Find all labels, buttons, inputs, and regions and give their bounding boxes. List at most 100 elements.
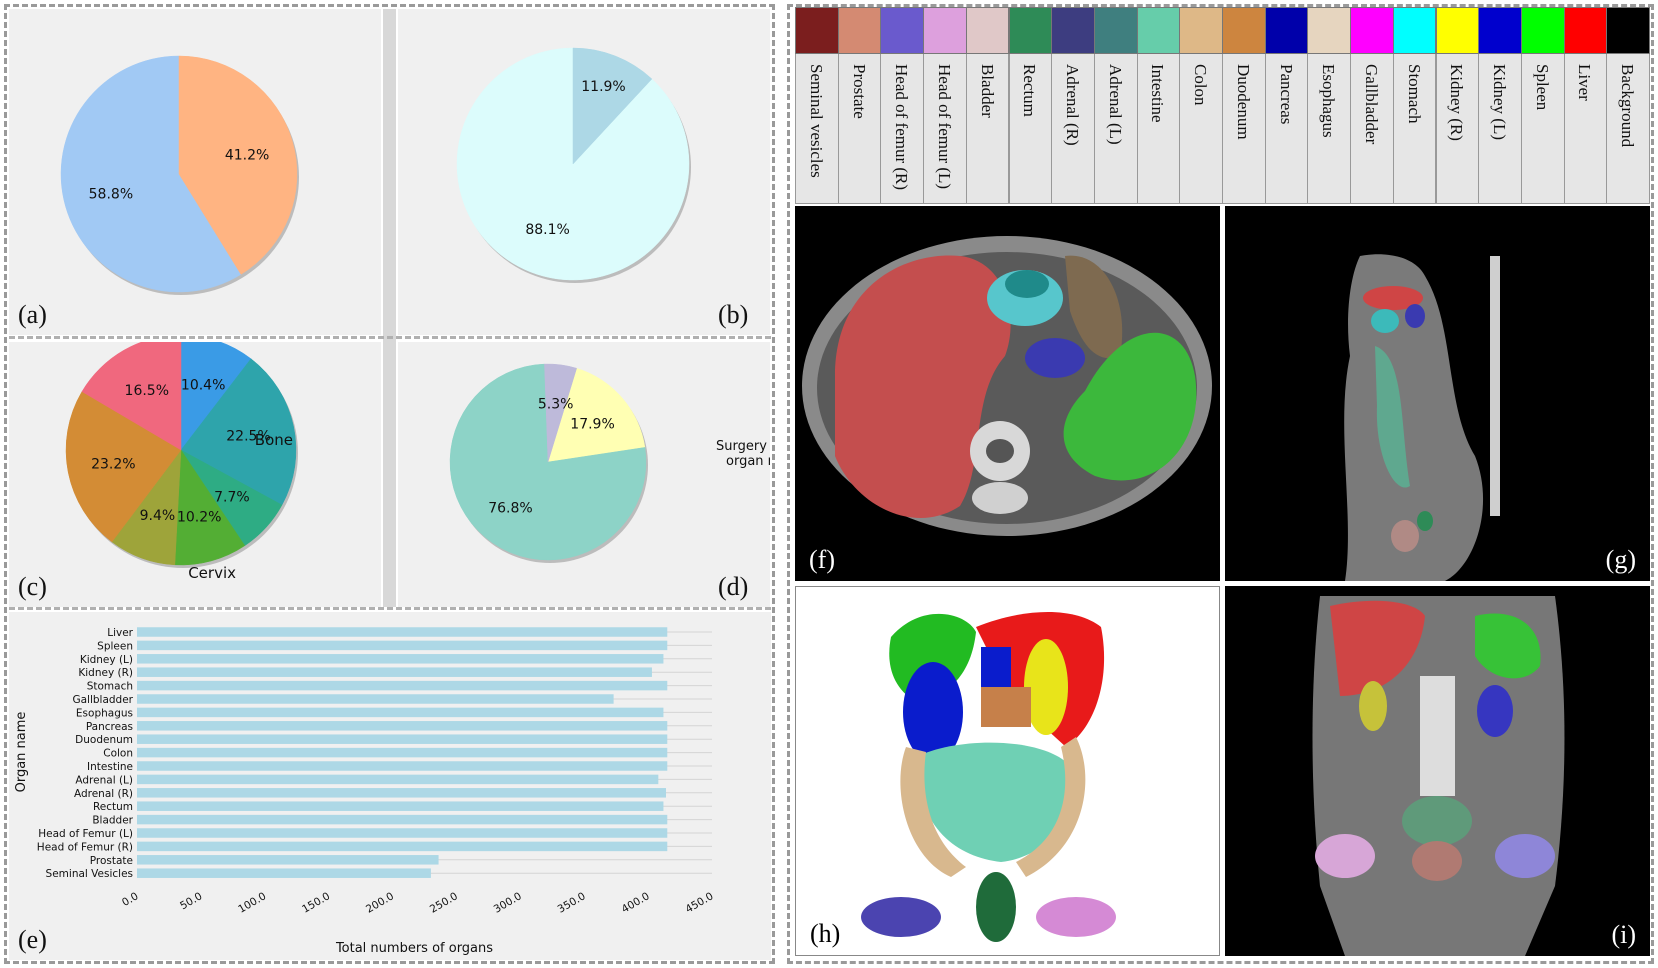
legend-cell-rectum: Rectum: [1008, 54, 1053, 204]
legend-swatch-seminal-vesicles: [795, 7, 839, 54]
bar-head-of-femur-l: [137, 828, 668, 838]
legend-cell-colon: Colon: [1179, 54, 1223, 204]
3d-organ-render: (h): [795, 586, 1220, 956]
y-axis-label: Organ name: [14, 712, 29, 793]
ytick-liver: Liver: [107, 627, 133, 639]
pie-slice-male: [60, 55, 242, 293]
legend-label-colon: Colon: [1191, 64, 1211, 106]
legend-cell-spleen: Spleen: [1520, 54, 1565, 204]
panel-label-i: (i): [1611, 920, 1636, 949]
ytick-esophagus: Esophagus: [76, 707, 133, 719]
ytick-adrenal-l: Adrenal (L): [75, 774, 133, 786]
legend-swatch-background: [1606, 7, 1650, 54]
ytick-gallbladder: Gallbladder: [72, 694, 133, 706]
pie-pct-others: 10.4%: [181, 378, 225, 394]
legend-swatch-bladder: [965, 7, 1010, 54]
pie-slice-surgery-without-organ-missing: [544, 363, 577, 463]
bar-duodenum: [137, 734, 668, 744]
pie-pct-surgery-with-organ-missing: 17.9%: [570, 417, 614, 433]
pie-label-surgery-without-organ-missing: Surgery withoutorgan missing: [716, 439, 770, 469]
legend-label-adrenal-l: Adrenal (L): [1105, 64, 1125, 145]
legend-label-prostate: Prostate: [849, 64, 869, 119]
legend-label-rectum: Rectum: [1020, 64, 1040, 117]
images-frame: [787, 4, 1654, 964]
pie-chart-d: 17.9%76.8%5.3%Surgery withorgan missingW…: [449, 363, 770, 563]
ytick-seminal-vesicles: Seminal Vesicles: [46, 868, 133, 880]
legend-label-stomach: Stomach: [1404, 64, 1424, 124]
xtick-300-0: 300.0: [492, 890, 524, 915]
ytick-pancreas: Pancreas: [86, 721, 133, 733]
legend-swatch-intestine: [1136, 7, 1181, 54]
xtick-350-0: 350.0: [556, 890, 588, 915]
ytick-kidney-l: Kidney (L): [80, 654, 133, 666]
legend-label-esophagus: Esophagus: [1319, 64, 1339, 138]
xtick-200-0: 200.0: [364, 890, 396, 915]
legend-swatch-adrenal-l: [1093, 7, 1138, 54]
legend-cell-gallbladder: Gallbladder: [1350, 54, 1394, 204]
panel-label-g: (g): [1605, 545, 1636, 574]
xtick-400-0: 400.0: [620, 890, 652, 915]
xtick-100-0: 100.0: [236, 890, 268, 915]
legend-cell-bladder: Bladder: [965, 54, 1010, 204]
bar-colon: [137, 747, 668, 758]
pie-label-bone: Bone: [255, 431, 293, 449]
legend-label-bladder: Bladder: [977, 64, 997, 118]
row-divider-2: [9, 607, 771, 610]
legend-swatch-adrenal-r: [1051, 7, 1095, 54]
ytick-rectum: Rectum: [93, 801, 133, 813]
pie-pct-contrast-enhanced: 88.1%: [525, 222, 569, 238]
legend-label-background: Background: [1618, 64, 1638, 148]
bar-stomach: [137, 680, 668, 691]
pie-pct-male: 58.8%: [89, 186, 133, 202]
legend-cell-adrenal-r: Adrenal (R): [1051, 54, 1095, 204]
legend-swatch-prostate: [837, 7, 882, 54]
ytick-adrenal-r: Adrenal (R): [74, 788, 133, 800]
legend-label-duodenum: Duodenum: [1233, 64, 1253, 140]
pie-slice-surgery-with-organ-missing: [547, 367, 646, 463]
legend-cell-head-of-femur-r: Head of femur (R): [880, 54, 925, 204]
ytick-head-of-femur-r: Head of Femur (R): [37, 841, 133, 853]
legend-cell-kidney-l: Kidney (L): [1478, 54, 1522, 204]
legend-label-liver: Liver: [1575, 64, 1595, 101]
legend-label-intestine: Intestine: [1148, 64, 1168, 123]
ytick-head-of-femur-l: Head of Femur (L): [38, 828, 133, 840]
pie-pct-without-surgery: 76.8%: [488, 500, 532, 516]
panel-label-b: (b): [718, 300, 749, 329]
legend-cell-adrenal-l: Adrenal (L): [1093, 54, 1138, 204]
legend-label-head-of-femur-r: Head of femur (R): [892, 64, 912, 191]
panel-label-f: (f): [809, 545, 835, 574]
ct-sagittal-image: (g): [1225, 206, 1650, 581]
ytick-spleen: Spleen: [97, 640, 133, 652]
bar-rectum: [137, 801, 664, 811]
bar-prostate: [137, 855, 439, 865]
pie-slice-liver: [174, 449, 246, 566]
pie-pct-bone: 16.5%: [125, 383, 169, 399]
pie-pct-surgery-without-organ-missing: 5.3%: [538, 397, 574, 413]
charts-frame: [4, 4, 775, 964]
legend-swatch-spleen: [1520, 7, 1565, 54]
legend-swatch-head-of-femur-l: [923, 7, 967, 54]
legend-swatch-esophagus: [1307, 7, 1352, 54]
pie-pct-rectum: 22.5%: [226, 429, 270, 445]
bar-seminal-vesicles: [137, 868, 431, 878]
xtick-450-0: 450.0: [683, 890, 715, 915]
bar-intestine: [137, 761, 668, 771]
bar-kidney-r: [137, 667, 652, 677]
xtick-250-0: 250.0: [428, 890, 460, 915]
x-axis-label: Total numbers of organs: [335, 941, 493, 956]
legend-swatch-pancreas: [1264, 7, 1309, 54]
legend-cell-prostate: Prostate: [837, 54, 882, 204]
legend-cell-esophagus: Esophagus: [1307, 54, 1352, 204]
legend-label-pancreas: Pancreas: [1276, 64, 1296, 125]
ytick-bladder: Bladder: [92, 815, 133, 827]
pie-slice-bone: [81, 342, 182, 451]
ytick-stomach: Stomach: [87, 681, 133, 693]
legend-swatch-stomach: [1392, 7, 1437, 54]
legend-swatch-rectum: [1008, 7, 1053, 54]
legend-cell-intestine: Intestine: [1136, 54, 1181, 204]
pie-slice-female: [178, 55, 298, 275]
legend-cell-stomach: Stomach: [1392, 54, 1437, 204]
legend-label-seminal-vesicles: Seminal vesicles: [806, 64, 826, 178]
bar-spleen: [137, 640, 668, 651]
